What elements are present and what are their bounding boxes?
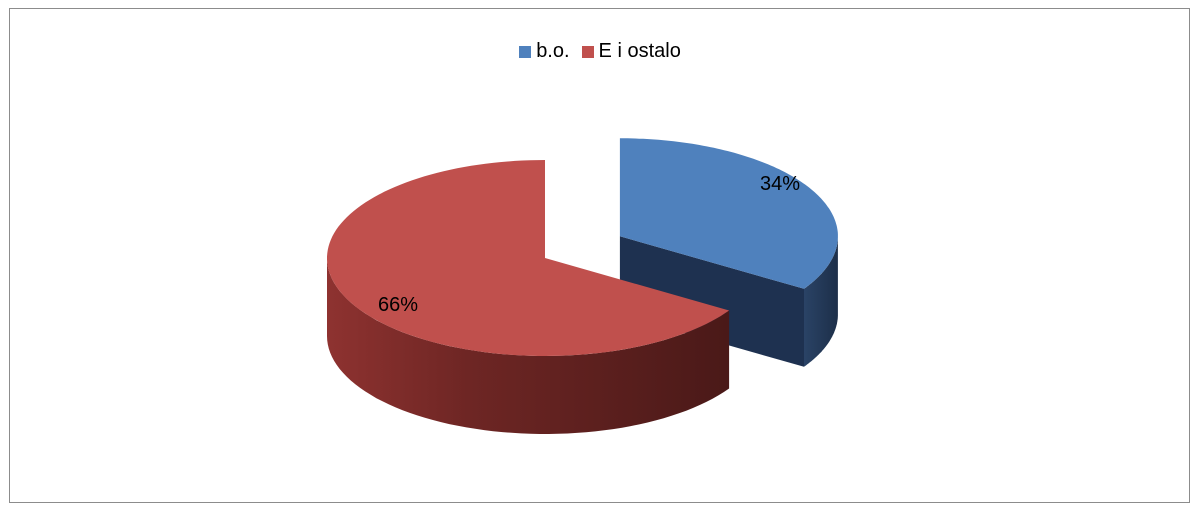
pie-slice-wall-b-o bbox=[619, 236, 804, 367]
pie-label-b-o: 34% bbox=[760, 173, 800, 195]
pie-label-e-i-ostalo: 66% bbox=[378, 294, 418, 316]
pie-slice-b-o bbox=[619, 138, 838, 367]
legend-label-b-o: b.o. bbox=[536, 40, 570, 62]
legend-item-e-i-ostalo: E i ostalo bbox=[581, 40, 681, 63]
pie-slice-side-b-o bbox=[804, 236, 838, 367]
legend-label-e-i-ostalo: E i ostalo bbox=[598, 40, 681, 62]
pie-slice-top-b-o bbox=[619, 138, 838, 289]
pie-slice-top-e-i-ostalo bbox=[327, 160, 730, 356]
legend-item-b-o: b.o. bbox=[519, 40, 570, 63]
legend-swatch-e-i-ostalo bbox=[581, 45, 594, 58]
pie-slice-side-e-i-ostalo bbox=[327, 258, 730, 434]
pie-slice-e-i-ostalo bbox=[327, 160, 730, 434]
legend: b.o. E i ostalo bbox=[0, 40, 1200, 63]
legend-swatch-b-o bbox=[519, 45, 532, 58]
